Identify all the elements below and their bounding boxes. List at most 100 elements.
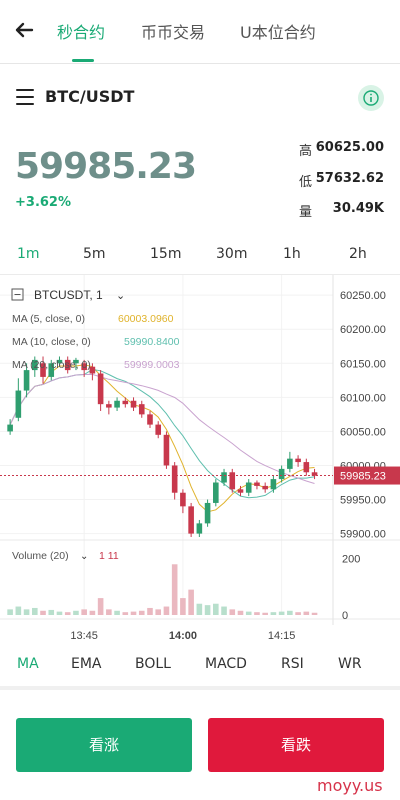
volume-bar — [237, 610, 244, 615]
buy-up-button[interactable]: 看涨 — [16, 718, 192, 772]
time-tick-label: 14:00 — [169, 630, 197, 642]
pair-symbol[interactable]: BTC/USDT — [45, 87, 135, 106]
active-tab-indicator — [72, 59, 94, 62]
volume-bar — [40, 610, 46, 615]
stat-low: 低 57632.62 — [296, 171, 388, 191]
indicator-boll[interactable]: BOLL — [135, 656, 171, 672]
volume-bar — [130, 611, 137, 615]
price-tick-label: 59900.00 — [340, 529, 386, 541]
candle-body — [204, 502, 211, 524]
volume-bar — [303, 611, 310, 615]
chart-symbol: BTCUSDT, 1 — [34, 288, 103, 302]
price-tick-label: 60250.00 — [340, 290, 386, 302]
menu-icon[interactable] — [16, 89, 34, 105]
candle-body — [7, 424, 13, 432]
price-tick-label: 59950.00 — [340, 495, 386, 507]
candle-body — [106, 404, 112, 408]
candle-body — [303, 462, 310, 473]
volume-bar — [278, 611, 285, 615]
volume-bar — [221, 606, 227, 615]
indicator-ema[interactable]: EMA — [71, 656, 102, 672]
info-button[interactable] — [358, 85, 384, 111]
chart-axes: 60250.00 60200.00 60150.00 60100.00 60050.00… — [0, 275, 400, 642]
volume-bar — [23, 609, 30, 615]
collapse-icon — [11, 288, 24, 301]
volume-bar — [32, 607, 38, 615]
stat-high: 高 60625.00 — [296, 140, 388, 160]
top-nav: 秒合约 币币交易 U本位合约 — [0, 0, 400, 64]
volume-bar — [106, 609, 112, 615]
price-change-percent: +3.62% — [15, 195, 71, 210]
chevron-down-icon: ⌄ — [80, 551, 88, 562]
tab-second-contract[interactable]: 秒合约 — [57, 23, 106, 42]
candle-body — [270, 479, 277, 490]
candle-body — [23, 370, 30, 391]
candle-body — [229, 472, 236, 490]
timeframe-2h[interactable]: 2h — [349, 246, 367, 262]
volume-bar — [171, 564, 178, 615]
tab-usdt-futures[interactable]: U本位合约 — [240, 23, 316, 42]
candle-body — [311, 472, 318, 476]
chart-grid — [0, 275, 333, 615]
indicator-ma[interactable]: MA — [17, 656, 39, 672]
candle-body — [196, 523, 203, 534]
back-button[interactable] — [10, 16, 38, 44]
chart-legend: BTCUSDT, 1 ⌄ MA (5, close, 0) 60003.0960… — [11, 288, 180, 562]
candle-body — [245, 482, 252, 493]
volume-bar — [180, 598, 186, 615]
ma10-line — [9, 368, 315, 499]
moving-average-lines — [9, 364, 315, 513]
candle-body — [262, 485, 268, 490]
ma5-value: 60003.0960 — [118, 313, 174, 325]
volume-bar — [48, 609, 55, 615]
timeframe-1m[interactable]: 1m — [17, 246, 40, 262]
price-tick-label: 60150.00 — [340, 358, 386, 370]
volume-bar — [254, 612, 260, 615]
ma10-value: 59990.8400 — [124, 336, 180, 348]
time-tick-label: 14:15 — [268, 630, 296, 642]
volume-bar — [245, 611, 252, 615]
candle-body — [180, 492, 186, 507]
candle-body — [32, 359, 38, 371]
tab-spot-trading[interactable]: 币币交易 — [141, 23, 206, 42]
price-tick-label: 60050.00 — [340, 426, 386, 438]
timeframe-1h[interactable]: 1h — [283, 246, 301, 262]
volume-bar — [97, 598, 104, 615]
volume-bar — [81, 609, 87, 615]
stat-volume: 量 30.49K — [296, 201, 388, 221]
current-price-tag: 59985.23 — [340, 471, 386, 483]
last-price: 59985.23 — [15, 146, 197, 187]
timeframe-15m[interactable]: 15m — [150, 246, 182, 262]
stat-high-label: 高 — [299, 144, 313, 159]
candle-body — [278, 468, 285, 480]
volume-bar — [138, 610, 145, 615]
stat-low-value: 57632.62 — [315, 171, 384, 186]
volume-bars — [7, 564, 318, 615]
timeframe-divider — [0, 274, 400, 275]
ma20-value: 59999.0003 — [124, 359, 180, 371]
candle-body — [295, 458, 301, 463]
indicator-macd[interactable]: MACD — [205, 656, 247, 672]
volume-bar — [196, 603, 203, 615]
candle-body — [130, 400, 137, 408]
candle-body — [221, 472, 227, 483]
volume-bar — [229, 609, 236, 615]
indicator-rsi[interactable]: RSI — [281, 656, 304, 672]
timeframe-5m[interactable]: 5m — [83, 246, 106, 262]
price-tick-label: 60200.00 — [340, 324, 386, 336]
buy-down-button[interactable]: 看跌 — [208, 718, 384, 772]
candle-body — [237, 489, 244, 493]
volume-tick-label: 200 — [342, 554, 360, 566]
timeframe-30m[interactable]: 30m — [216, 246, 248, 262]
volume-label: Volume (20) — [12, 550, 69, 562]
candle-body — [147, 414, 153, 425]
indicator-wr[interactable]: WR — [338, 656, 362, 672]
chevron-down-icon: ⌄ — [116, 289, 125, 302]
volume-bar — [287, 610, 293, 615]
candle-body — [81, 363, 87, 371]
candlestick-chart[interactable]: 60250.00 60200.00 60150.00 60100.00 60050.00… — [0, 275, 400, 650]
volume-bar — [73, 610, 79, 615]
info-icon — [363, 90, 379, 106]
candle-body — [188, 506, 194, 534]
candle-body — [89, 366, 96, 374]
